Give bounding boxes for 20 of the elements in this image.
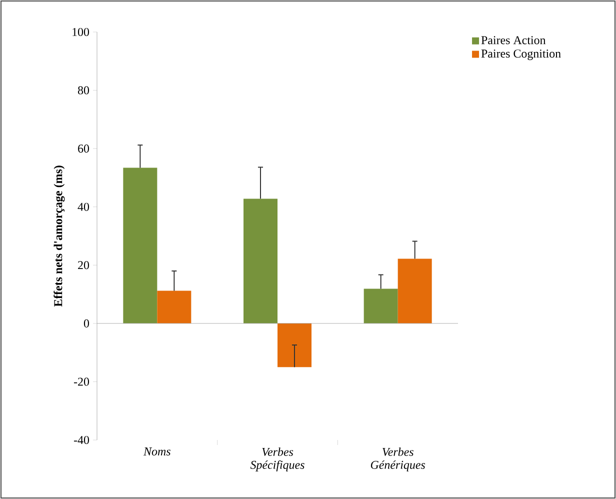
y-axis-title: Effets nets d'amorçage (ms) <box>54 166 65 307</box>
x-tick-label: Verbes Génériques <box>370 448 426 472</box>
y-tick-label: 60 <box>78 144 90 153</box>
x-tick-label: Noms <box>143 448 170 456</box>
y-tick-label: 80 <box>78 86 90 94</box>
y-tick-label: 20 <box>78 261 90 270</box>
bar <box>157 290 192 324</box>
y-tick-label: 100 <box>72 28 90 36</box>
y-tick-label: -20 <box>74 378 90 386</box>
bar <box>278 323 312 368</box>
legend-label: Paires Cognition <box>481 50 561 60</box>
bar <box>244 198 278 324</box>
bar <box>364 288 398 324</box>
bar <box>123 168 158 324</box>
legend-label: Paires Action <box>481 36 546 44</box>
bar <box>398 258 432 324</box>
y-tick-label: -40 <box>74 436 90 444</box>
y-tick-label: 40 <box>78 202 90 211</box>
x-tick-label: Verbes Spécifiques <box>250 448 304 472</box>
y-tick-label: 0 <box>84 319 90 328</box>
